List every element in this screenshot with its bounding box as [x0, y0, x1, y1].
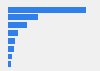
Bar [8, 54, 12, 59]
Bar [8, 22, 27, 28]
Bar [8, 30, 18, 36]
Bar [8, 38, 15, 44]
Bar [8, 46, 14, 52]
Bar [8, 7, 86, 12]
Bar [8, 61, 11, 67]
Bar [8, 14, 38, 20]
